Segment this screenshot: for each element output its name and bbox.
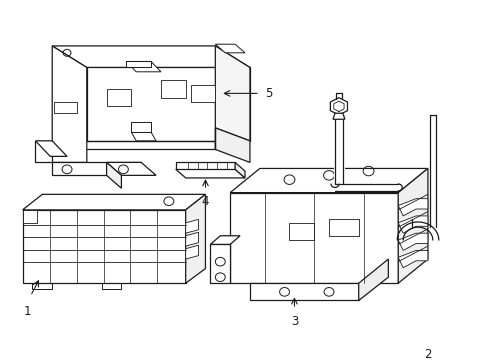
Text: 4: 4 (202, 195, 209, 208)
Polygon shape (359, 259, 389, 301)
Polygon shape (215, 46, 250, 141)
Polygon shape (23, 210, 37, 223)
Polygon shape (87, 67, 250, 141)
Polygon shape (126, 62, 151, 67)
Polygon shape (52, 46, 250, 67)
Polygon shape (186, 245, 198, 259)
Polygon shape (330, 98, 347, 115)
Polygon shape (398, 233, 428, 251)
Polygon shape (398, 199, 428, 216)
Polygon shape (235, 162, 245, 178)
Polygon shape (290, 223, 314, 240)
Polygon shape (107, 162, 156, 175)
Polygon shape (250, 283, 359, 301)
Polygon shape (230, 168, 428, 193)
Polygon shape (186, 232, 198, 246)
Polygon shape (210, 244, 230, 283)
Polygon shape (186, 219, 198, 233)
Text: 3: 3 (291, 315, 298, 328)
Polygon shape (230, 193, 398, 283)
Polygon shape (333, 113, 345, 119)
Polygon shape (131, 122, 151, 132)
Polygon shape (126, 62, 161, 72)
Polygon shape (161, 80, 186, 98)
Polygon shape (215, 128, 250, 162)
Polygon shape (210, 236, 240, 244)
Polygon shape (329, 219, 359, 236)
Polygon shape (23, 194, 205, 210)
Polygon shape (52, 162, 107, 175)
Polygon shape (23, 210, 186, 283)
Text: 5: 5 (265, 87, 272, 100)
Polygon shape (107, 162, 122, 188)
Polygon shape (176, 169, 245, 178)
Polygon shape (35, 141, 52, 162)
Polygon shape (398, 251, 428, 268)
Polygon shape (176, 162, 235, 169)
Polygon shape (107, 162, 141, 171)
Polygon shape (35, 141, 67, 156)
Polygon shape (215, 44, 245, 53)
Polygon shape (398, 216, 428, 233)
Polygon shape (54, 102, 77, 113)
Polygon shape (186, 194, 205, 283)
Polygon shape (191, 85, 215, 102)
Text: 1: 1 (24, 305, 31, 318)
Polygon shape (107, 89, 131, 106)
Polygon shape (52, 46, 87, 162)
Polygon shape (131, 132, 156, 141)
Polygon shape (398, 168, 428, 283)
Text: 2: 2 (424, 348, 432, 360)
